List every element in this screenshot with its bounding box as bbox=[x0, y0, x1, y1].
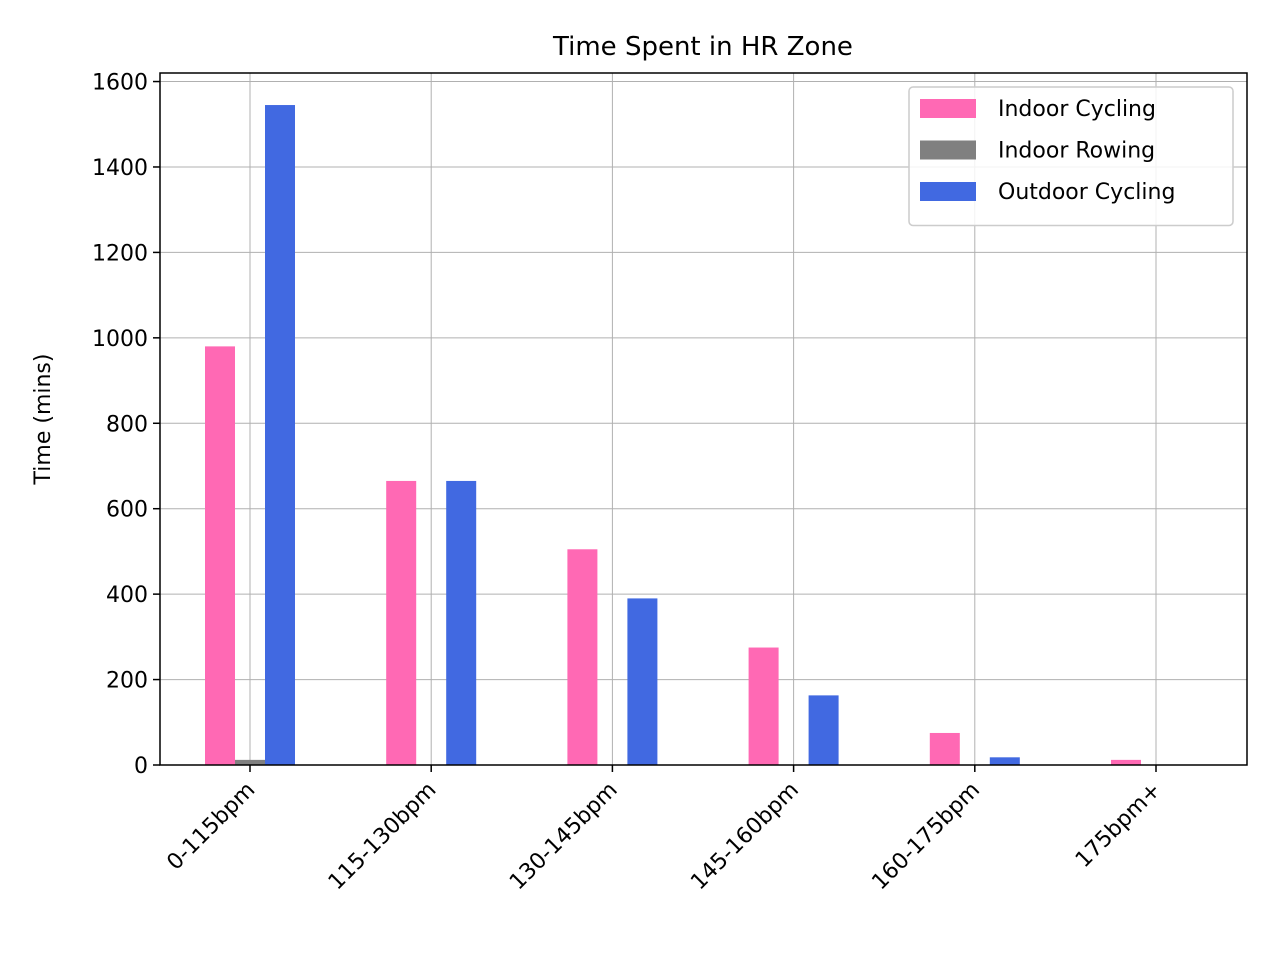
bar-indoor-cycling bbox=[1111, 759, 1141, 765]
bars bbox=[205, 105, 1141, 765]
legend-label: Indoor Rowing bbox=[998, 139, 1155, 164]
grid-lines bbox=[160, 73, 1247, 766]
bar-indoor-cycling bbox=[748, 647, 779, 765]
legend-swatch bbox=[920, 140, 976, 160]
bar-indoor-rowing bbox=[235, 759, 265, 765]
legend-swatch bbox=[920, 182, 976, 201]
legend-swatch bbox=[920, 99, 976, 118]
bar-outdoor-cycling bbox=[989, 757, 1020, 765]
bar-outdoor-cycling bbox=[627, 598, 658, 765]
bar-indoor-cycling bbox=[386, 480, 417, 765]
y-tick-label: 0 bbox=[134, 754, 148, 779]
y-tick-label: 200 bbox=[106, 669, 148, 694]
y-axis-title: Time (mins) bbox=[31, 354, 56, 486]
y-tick-label: 1000 bbox=[92, 327, 148, 352]
y-tick-label: 1200 bbox=[92, 241, 148, 266]
bar-outdoor-cycling bbox=[808, 695, 839, 765]
y-tick-label: 800 bbox=[106, 412, 148, 437]
bar-indoor-cycling bbox=[205, 346, 235, 765]
legend: Indoor Cycling Indoor Rowing Outdoor Cycli… bbox=[908, 86, 1234, 227]
legend-frame bbox=[908, 86, 1234, 227]
y-axis: 0 200 400 600 800 1000 1200 1400 1600 bbox=[92, 71, 160, 779]
legend-label: Indoor Cycling bbox=[998, 97, 1156, 122]
y-tick-label: 1400 bbox=[92, 156, 148, 181]
bar-outdoor-cycling bbox=[446, 480, 477, 765]
bar-outdoor-cycling bbox=[265, 105, 295, 765]
y-tick-label: 1600 bbox=[92, 71, 148, 96]
y-tick-label: 600 bbox=[106, 498, 148, 523]
legend-label: Outdoor Cycling bbox=[998, 180, 1175, 205]
chart-title: Time Spent in HR Zone bbox=[552, 32, 853, 62]
y-tick-label: 400 bbox=[106, 583, 148, 608]
bar-indoor-cycling bbox=[929, 732, 960, 765]
plot-frame bbox=[159, 72, 1248, 766]
bar-indoor-cycling bbox=[567, 549, 598, 765]
